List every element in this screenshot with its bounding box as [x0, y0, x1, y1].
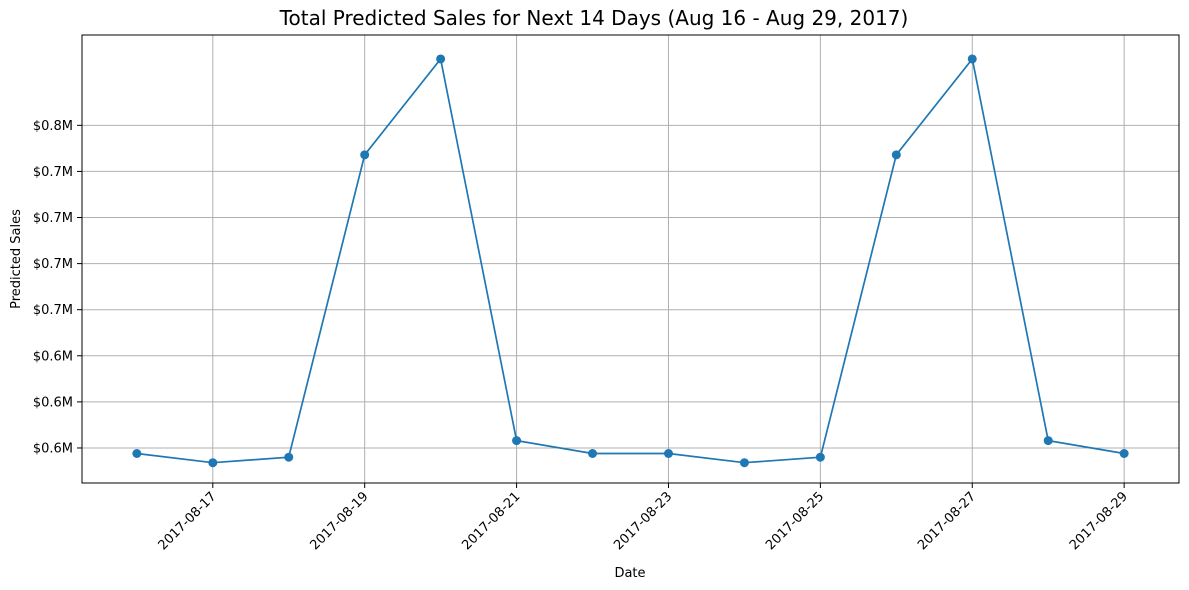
y-tick-label: $0.6M	[33, 395, 73, 410]
y-axis-label: Predicted Sales	[9, 209, 24, 309]
data-point	[512, 436, 522, 446]
series-layer	[132, 54, 1129, 468]
data-point	[588, 449, 598, 459]
y-tick-label: $0.7M	[33, 165, 73, 180]
x-tick-label: 2017-08-23	[611, 489, 675, 553]
grid-layer	[82, 35, 1179, 483]
x-axis: 2017-08-17 2017-08-19 2017-08-21 2017-08-23…	[156, 483, 1131, 553]
data-point	[284, 452, 294, 462]
y-tick-label: $0.7M	[33, 257, 73, 272]
data-point	[739, 458, 749, 468]
data-point	[208, 458, 218, 468]
x-tick-label: 2017-08-21	[459, 489, 523, 553]
plot-frame	[81, 34, 1180, 484]
y-tick-label: $0.8M	[33, 119, 73, 134]
y-tick-label: $0.6M	[33, 441, 73, 456]
x-axis-label: Date	[614, 566, 645, 581]
x-tick-label: 2017-08-19	[307, 489, 371, 553]
data-point	[967, 54, 977, 64]
x-tick-label: 2017-08-27	[915, 489, 979, 553]
data-point	[663, 449, 673, 459]
data-point	[132, 449, 142, 459]
y-tick-label: $0.6M	[33, 349, 73, 364]
x-tick-label: 2017-08-17	[156, 489, 220, 553]
y-tick-label: $0.7M	[33, 211, 73, 226]
x-tick-label: 2017-08-29	[1067, 489, 1131, 553]
x-tick-label: 2017-08-25	[763, 489, 827, 553]
data-point	[815, 452, 825, 462]
chart-title: Total Predicted Sales for Next 14 Days (…	[279, 6, 909, 30]
data-point	[891, 150, 901, 160]
data-point	[1043, 436, 1053, 446]
data-point	[360, 150, 370, 160]
y-tick-label: $0.7M	[33, 303, 73, 318]
series-line	[136, 57, 1125, 464]
data-point	[1119, 449, 1129, 459]
y-axis: $0.6M $0.6M $0.6M $0.7M $0.7M $0.7M $0.7M $0.8M	[33, 119, 82, 456]
data-point	[436, 54, 446, 64]
